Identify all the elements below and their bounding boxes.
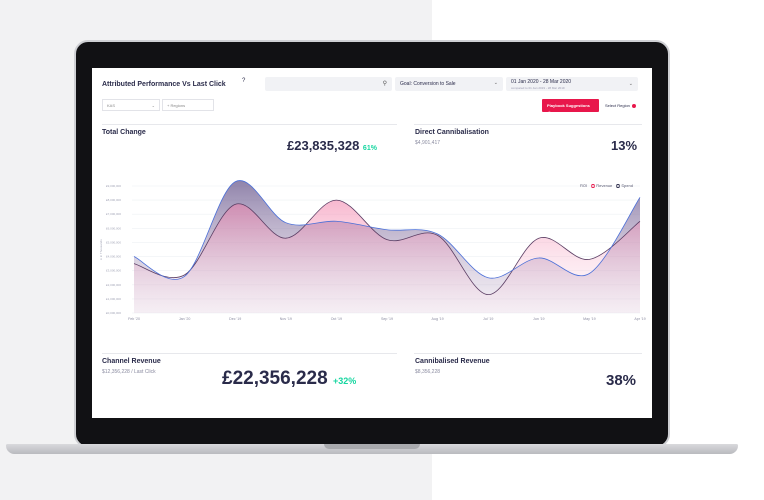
x-tick-label: May '19 — [583, 317, 595, 321]
divider — [414, 353, 642, 354]
legend-roi: ROI — [580, 183, 588, 188]
regions-filter[interactable]: + Regions — [162, 99, 214, 111]
playbook-suggestions-button[interactable]: Playbook Suggestions → — [542, 99, 599, 113]
goal-select[interactable]: Goal: Conversion to Sale ⌄ — [395, 77, 503, 91]
x-tick-label: Sep '19 — [381, 317, 393, 321]
channel-revenue-label: Channel Revenue — [102, 358, 161, 365]
direct-cannibalisation-label: Direct Cannibalisation — [415, 129, 489, 136]
total-change-percent: 61% — [362, 145, 377, 152]
cannibalised-revenue-sub: $8,356,228 — [415, 369, 441, 375]
direct-cannibalisation-value: 13% — [611, 138, 638, 153]
y-tick-label: £6,000,000 — [106, 226, 121, 230]
x-tick-label: Jun '19 — [533, 317, 544, 321]
revenue-line — [133, 199, 641, 296]
chevron-down-icon: ⌄ — [628, 81, 633, 87]
y-tick-label: £4,000,000 — [106, 255, 121, 259]
channel-revenue-sub: $12,356,228 / Last Click — [102, 369, 156, 375]
select-region-label: Select Region — [605, 103, 630, 108]
y-tick-label: £2,000,000 — [106, 283, 121, 287]
divider — [102, 353, 397, 354]
laptop-notch — [324, 444, 420, 449]
x-tick-label: Aug '19 — [432, 317, 444, 321]
x-tick-label: Feb '20 — [128, 317, 140, 321]
chevron-down-icon: ⌄ — [151, 103, 155, 108]
y-tick-label: £9,000,000 — [106, 184, 121, 188]
info-icon[interactable]: ? — [242, 78, 246, 84]
divider — [414, 124, 642, 125]
page-title: Attributed Performance Vs Last Click — [102, 81, 226, 88]
x-tick-label: Nov '19 — [280, 317, 292, 321]
y-tick-label: £7,000,000 — [106, 212, 121, 216]
x-tick-label: Jan '20 — [179, 317, 190, 321]
channel-revenue-percent: +32% — [332, 376, 357, 386]
laptop-base — [6, 444, 738, 454]
cannibalised-revenue-label: Cannibalised Revenue — [415, 358, 490, 365]
x-tick-label: Apr '19 — [634, 317, 645, 321]
legend-revenue: Revenue — [596, 183, 613, 188]
total-change-amount: £23,835,328 — [287, 138, 360, 153]
direct-cannibalisation-sub: $4,901,417 — [415, 140, 441, 146]
x-tick-label: Oct '19 — [331, 317, 342, 321]
search-input[interactable]: ⚲ — [265, 77, 392, 91]
total-change-label: Total Change — [102, 129, 146, 136]
date-range-value: 01 Jan 2020 - 28 Mar 2020 — [511, 79, 572, 85]
select-region-button[interactable]: Select Region — [605, 103, 636, 108]
goal-select-value: Goal: Conversion to Sale — [400, 81, 456, 87]
performance-chart: £0,000,000 £1,000,000 £2,000,000 £3,000,000… — [99, 180, 646, 321]
y-tick-label: £1,000,000 — [106, 297, 121, 301]
date-range-picker[interactable]: 01 Jan 2020 - 28 Mar 2020 compared to 01… — [506, 77, 638, 91]
legend-spend: Spend — [621, 183, 633, 188]
cannibalised-revenue-value: 38% — [606, 372, 637, 389]
channel-revenue-value: £22,356,228 +32% — [222, 368, 356, 390]
search-icon[interactable]: ⚲ — [382, 81, 387, 87]
chevron-down-icon: ⌄ — [493, 80, 498, 86]
x-tick-label: Jul '19 — [483, 317, 493, 321]
x-tick-label: Dec '19 — [229, 317, 241, 321]
y-tick-label: £3,000,000 — [106, 269, 121, 273]
divider — [102, 124, 397, 125]
spend-line — [133, 180, 641, 280]
y-tick-label: £5,000,000 — [106, 240, 121, 244]
revenue-area — [134, 200, 640, 313]
y-tick-label: £8,000,000 — [106, 198, 121, 202]
dashboard-screen: Attributed Performance Vs Last Click ? ⚲… — [92, 68, 652, 418]
channel-revenue-amount: £22,356,228 — [222, 368, 328, 389]
region-dot-icon — [631, 103, 636, 108]
total-change-value: £23,835,328 61% — [287, 138, 377, 153]
y-tick-label: £0,000,000 — [106, 311, 121, 315]
y-axis-label: £ in Thousands — [99, 239, 103, 260]
channel-filter[interactable]: KAS ⌄ — [102, 99, 160, 111]
date-compare-value: compared to 01 Jan 2019 - 28 Mar 2019 — [511, 86, 565, 90]
channel-filter-value: KAS — [107, 103, 116, 108]
